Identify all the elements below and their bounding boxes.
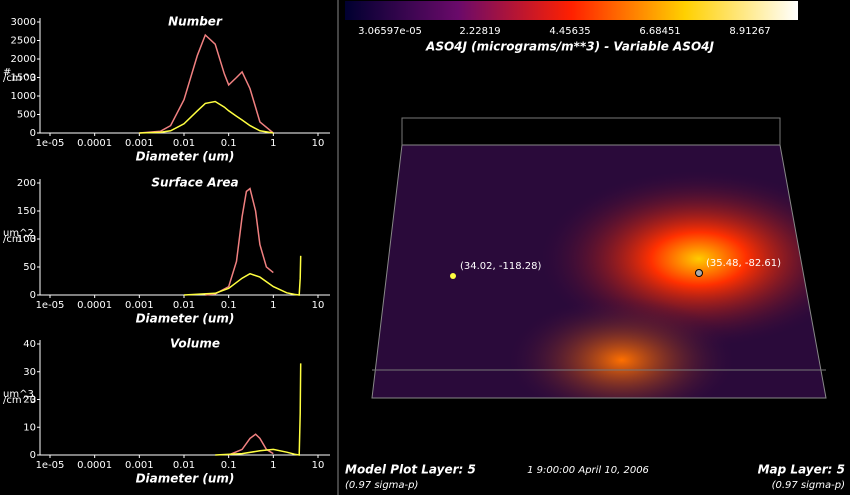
colorbar-label: 6.68451 bbox=[639, 26, 680, 37]
y-axis-label: /cm^3 bbox=[3, 395, 36, 406]
colorbar-label: 4.45635 bbox=[549, 26, 590, 37]
y-tick-label: 2500 bbox=[11, 36, 36, 47]
x-tick-label: 1 bbox=[270, 460, 276, 471]
box-top bbox=[401, 117, 781, 146]
chart-title: Volume bbox=[170, 337, 220, 351]
x-tick-label: 10 bbox=[312, 300, 325, 311]
box-edge bbox=[371, 144, 827, 399]
y-tick-label: 50 bbox=[23, 262, 36, 273]
map-view: (34.02, -118.28) (35.48, -82.61) bbox=[371, 117, 827, 399]
x-tick-label: 0.0001 bbox=[77, 460, 112, 471]
x-tick-label: 1e-05 bbox=[36, 138, 65, 149]
footer-right: Map Layer: 5 bbox=[758, 463, 845, 477]
chart-title: Surface Area bbox=[151, 176, 238, 190]
y-axis-label: /cm^3 bbox=[3, 73, 36, 84]
y-tick-label: 150 bbox=[17, 206, 36, 217]
footer-right-sub: (0.97 sigma-p) bbox=[772, 480, 845, 491]
footer-center: 1 9:00:00 April 10, 2006 bbox=[527, 465, 649, 476]
marker-label: (34.02, -118.28) bbox=[460, 261, 541, 272]
colorbar bbox=[345, 1, 798, 20]
series-line bbox=[205, 187, 274, 296]
y-tick-label: 200 bbox=[17, 178, 36, 189]
x-axis-label: Diameter (um) bbox=[136, 312, 235, 326]
x-tick-label: 0.01 bbox=[173, 460, 195, 471]
y-axis-label: # bbox=[3, 67, 11, 78]
x-tick-label: 1e-05 bbox=[36, 300, 65, 311]
y-tick-label: 30 bbox=[23, 367, 36, 378]
y-tick-label: 1000 bbox=[11, 91, 36, 102]
y-tick-label: 10 bbox=[23, 422, 36, 433]
x-tick-label: 10 bbox=[312, 138, 325, 149]
x-tick-label: 1e-05 bbox=[36, 460, 65, 471]
x-tick-label: 0.1 bbox=[221, 460, 237, 471]
x-tick-label: 0.001 bbox=[125, 460, 154, 471]
x-axis-label: Diameter (um) bbox=[136, 472, 235, 486]
y-tick-label: 0 bbox=[30, 450, 36, 461]
colorbar-label: 3.06597e-05 bbox=[358, 26, 422, 37]
y-tick-label: 0 bbox=[30, 128, 36, 139]
footer-left: Model Plot Layer: 5 bbox=[345, 463, 476, 477]
x-tick-label: 0.001 bbox=[125, 138, 154, 149]
marker[interactable] bbox=[450, 273, 456, 279]
series-line bbox=[215, 363, 302, 456]
chart-title: Number bbox=[168, 15, 223, 29]
colorbar-label: 8.91267 bbox=[729, 26, 770, 37]
y-tick-label: 3000 bbox=[11, 17, 36, 28]
x-tick-label: 0.001 bbox=[125, 300, 154, 311]
footer-left-sub: (0.97 sigma-p) bbox=[345, 480, 418, 491]
series-line bbox=[139, 33, 274, 134]
x-tick-label: 1 bbox=[270, 138, 276, 149]
x-axis-label: Diameter (um) bbox=[136, 150, 235, 164]
y-tick-label: 100 bbox=[17, 234, 36, 245]
y-tick-label: 500 bbox=[17, 110, 36, 121]
x-tick-label: 0.01 bbox=[173, 138, 195, 149]
colorbar-title: ASO4J (micrograms/m**3) - Variable ASO4J bbox=[425, 40, 714, 54]
x-tick-label: 0.0001 bbox=[77, 300, 112, 311]
series-line bbox=[139, 100, 274, 134]
marker[interactable] bbox=[695, 269, 703, 277]
x-tick-label: 1 bbox=[270, 300, 276, 311]
marker-label: (35.48, -82.61) bbox=[706, 258, 781, 269]
y-tick-label: 1500 bbox=[11, 73, 36, 84]
x-tick-label: 0.1 bbox=[221, 138, 237, 149]
y-tick-label: 2000 bbox=[11, 54, 36, 65]
y-tick-label: 40 bbox=[23, 339, 36, 350]
x-tick-label: 0.0001 bbox=[77, 138, 112, 149]
y-tick-label: 0 bbox=[30, 290, 36, 301]
x-tick-label: 0.1 bbox=[221, 300, 237, 311]
y-axis-label: um^3 bbox=[3, 389, 34, 400]
x-tick-label: 10 bbox=[312, 460, 325, 471]
y-axis-label: um^2 bbox=[3, 228, 34, 239]
series-line bbox=[183, 255, 302, 296]
y-tick-label: 20 bbox=[23, 395, 36, 406]
y-axis-label: /cm^3 bbox=[3, 234, 36, 245]
x-tick-label: 0.01 bbox=[173, 300, 195, 311]
colorbar-label: 2.22819 bbox=[459, 26, 500, 37]
map-plume bbox=[372, 145, 826, 398]
